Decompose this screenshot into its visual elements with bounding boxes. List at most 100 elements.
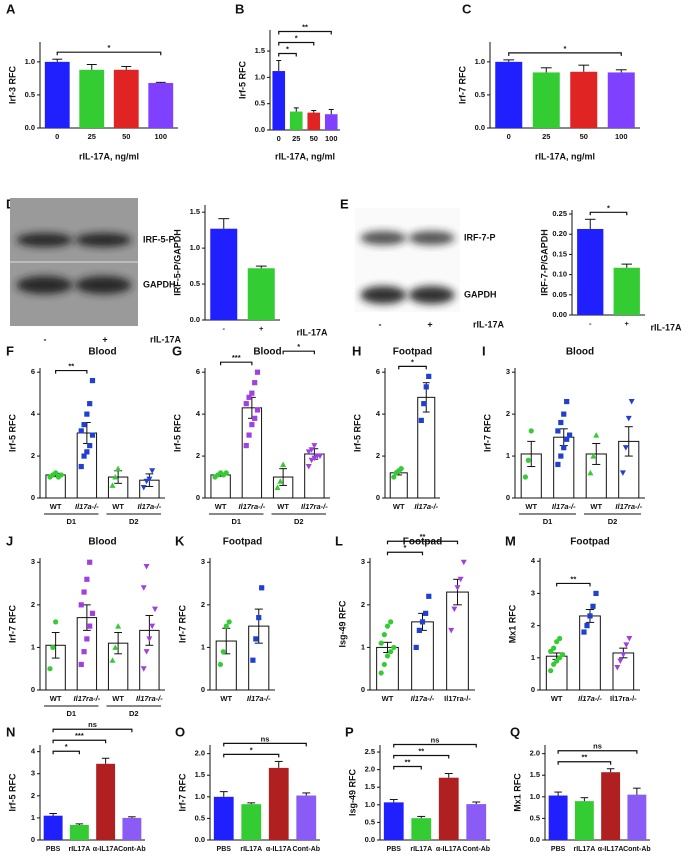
significance-bracket: [278, 30, 332, 35]
point: [140, 485, 147, 491]
point: [560, 651, 566, 658]
point: [381, 661, 387, 668]
significance-label: ns: [593, 742, 602, 751]
y-tick-label: 0: [201, 685, 205, 694]
bar: [307, 112, 321, 130]
mean-bar: [446, 591, 469, 691]
lane-label: -: [379, 319, 382, 329]
point: [558, 419, 564, 426]
point: [246, 394, 252, 400]
significance-label: *: [411, 357, 414, 366]
panel-letter: O: [175, 724, 185, 739]
point: [223, 470, 229, 476]
y-axis-label: Irf-5 RFC: [172, 414, 182, 453]
panel-letter: P: [345, 724, 354, 739]
point: [81, 589, 87, 595]
blot-band: [75, 276, 132, 294]
point: [388, 619, 394, 625]
significance-label: **: [418, 746, 424, 755]
y-axis-label: Mx1 RFC: [512, 773, 522, 812]
x-tick-label: WT: [590, 502, 602, 511]
point: [47, 666, 53, 672]
y-tick-label: 2: [376, 451, 380, 460]
y-tick-label: 1: [361, 642, 365, 651]
x-tick-label: -: [223, 324, 226, 333]
point: [587, 469, 594, 476]
point: [423, 610, 429, 616]
lane-label: -: [44, 334, 47, 344]
significance-bracket: [393, 743, 477, 748]
significance-bracket: [386, 551, 424, 556]
y-tick-label: 2: [196, 451, 200, 460]
significance-bracket: [398, 365, 427, 370]
point: [89, 610, 96, 616]
point: [416, 627, 422, 633]
significance-bracket: [278, 41, 315, 46]
y-tick-label: 1.5: [365, 782, 375, 791]
point: [525, 457, 531, 463]
significance-bracket: [589, 211, 628, 216]
point: [252, 415, 258, 421]
bar: [570, 71, 598, 128]
significance-label: *: [286, 45, 289, 54]
point: [89, 432, 96, 438]
y-tick-label: 0.5: [190, 279, 200, 288]
point: [628, 399, 635, 405]
y-axis-label: Isg-49 RFC: [337, 600, 347, 648]
point: [593, 432, 600, 438]
significance-bracket: [52, 739, 107, 744]
x-tick-label: WT: [50, 694, 62, 703]
panel-letter: I: [482, 343, 486, 358]
mean-bar: [612, 652, 635, 691]
lane-label: +: [427, 319, 432, 329]
x-tick-label: α-IL17A: [598, 846, 624, 853]
significance-label: **: [420, 532, 426, 541]
y-axis-label: Irf-3 RFC: [7, 66, 17, 105]
y-tick-label: 3: [31, 557, 35, 566]
y-axis-label: Irf-5 RFC: [352, 414, 362, 453]
x-tick-label: Il17a-/-: [75, 502, 99, 511]
bar: [574, 801, 594, 840]
bar: [383, 802, 404, 840]
x-tick-label: α-IL17A: [266, 846, 292, 853]
bar: [613, 267, 640, 315]
point: [557, 635, 563, 642]
chart-title: Blood: [88, 537, 116, 548]
bar: [601, 772, 621, 840]
panel-letter: G: [172, 343, 182, 358]
point: [81, 422, 87, 428]
bar: [296, 795, 317, 840]
x-tick-label: Il17ra-/-: [615, 502, 642, 511]
y-tick-label: 0.0: [25, 123, 35, 132]
y-tick-label: 1.5: [255, 46, 265, 55]
panel-letter: B: [235, 1, 244, 16]
point: [625, 415, 632, 422]
group-label: D1: [543, 517, 553, 526]
point: [308, 447, 315, 453]
y-tick-label: 1: [506, 451, 510, 460]
point: [246, 432, 252, 438]
bar: [241, 804, 262, 840]
bar: [247, 268, 275, 320]
point: [384, 653, 391, 659]
y-tick-label: 0.15: [552, 249, 567, 258]
point: [617, 658, 624, 665]
bar: [289, 111, 303, 130]
panel-letter: M: [505, 533, 516, 548]
point: [254, 407, 261, 413]
y-tick-label: 2: [201, 600, 205, 609]
panel-letter: N: [6, 724, 15, 739]
point: [143, 478, 150, 485]
point: [58, 472, 64, 478]
point: [149, 468, 156, 474]
point: [84, 636, 90, 642]
y-tick-label: 2.0: [530, 749, 540, 758]
group-label: D2: [608, 517, 618, 526]
point: [81, 649, 87, 655]
significance-bracket: [393, 765, 422, 770]
point: [256, 615, 262, 621]
point: [454, 585, 461, 591]
y-tick-label: 0.5: [195, 813, 205, 822]
point: [253, 636, 259, 642]
bar: [532, 72, 560, 128]
